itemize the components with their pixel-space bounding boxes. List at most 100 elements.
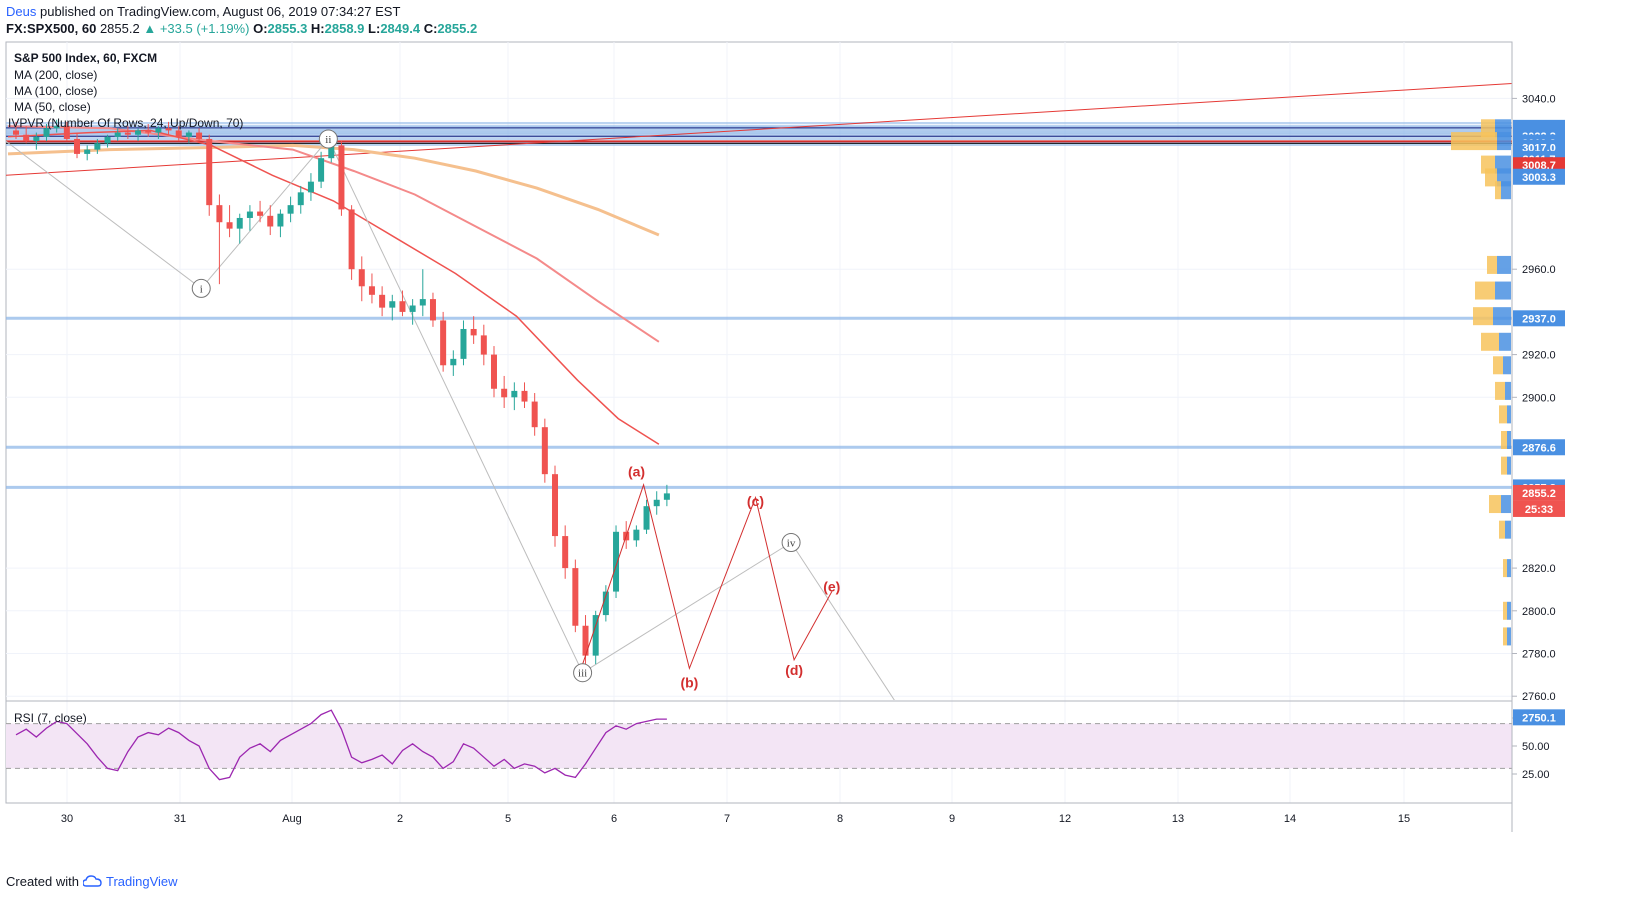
candle-body xyxy=(84,149,91,154)
main-pane: iiiiiiivv(a)(b)(c)(d)(e) xyxy=(6,82,1512,700)
vp-up-bar xyxy=(1507,559,1511,578)
price-tag-bg xyxy=(1513,439,1565,456)
candle-body xyxy=(663,493,670,500)
vp-up-bar xyxy=(1505,520,1511,539)
vp-down-bar xyxy=(1501,456,1507,475)
price-tag-label: 2937.0 xyxy=(1522,313,1556,325)
price-tick-label: 2900.0 xyxy=(1522,392,1556,404)
vp-down-bar xyxy=(1481,332,1499,351)
vp-up-bar xyxy=(1497,132,1511,151)
legend-title: S&P 500 Index, 60, FXCM xyxy=(14,51,157,65)
vp-up-bar xyxy=(1497,255,1511,274)
vp-up-bar xyxy=(1503,356,1511,375)
open-label: O: xyxy=(253,21,268,36)
candle-body xyxy=(196,132,203,139)
price-tags: 3026.23024.23022.33019.33017.03011.73008… xyxy=(1513,119,1565,726)
wave-label-circle xyxy=(318,129,338,149)
vp-down-bar xyxy=(1495,181,1501,200)
candle-body xyxy=(114,132,121,137)
candle-body xyxy=(145,130,152,133)
vp-up-bar xyxy=(1507,405,1511,424)
candle-body xyxy=(643,506,650,530)
candle-body xyxy=(592,615,599,656)
wave-label-circle xyxy=(573,663,593,683)
candle-body xyxy=(318,158,325,182)
ma100-line xyxy=(7,125,660,343)
vp-down-bar xyxy=(1501,431,1507,449)
time-tick-label: 14 xyxy=(1284,813,1296,825)
vp-down-bar xyxy=(1503,627,1507,646)
vp-down-bar xyxy=(1487,255,1497,274)
vp-down-bar xyxy=(1451,132,1497,151)
close-label: C: xyxy=(423,21,438,36)
rsi-band xyxy=(6,723,1512,769)
candle-body xyxy=(440,320,447,366)
ma200-line xyxy=(7,143,660,237)
time-tick-label: 13 xyxy=(1172,813,1184,825)
candle-body xyxy=(297,192,304,206)
candle-body xyxy=(409,305,416,312)
candle-body xyxy=(653,499,660,507)
vp-down-bar xyxy=(1493,356,1503,375)
time-axis[interactable]: 30 31 Aug 2 5 6 7 8 9 12 13 14 15 xyxy=(61,813,1410,825)
low-label: L: xyxy=(368,21,381,36)
time-tick-label: 5 xyxy=(505,813,511,825)
symbol-info: FX:SPX500, 60 2855.2 ▲ +33.5 (+1.19%) O:… xyxy=(6,21,477,36)
candle-body xyxy=(216,205,223,223)
tradingview-logo[interactable]: TradingView xyxy=(106,874,178,889)
price-tag-label: 2750.1 xyxy=(1522,712,1556,724)
wave-label-text: (d) xyxy=(785,662,803,678)
price-tag-bg xyxy=(1513,709,1565,726)
countdown-label: 25:33 xyxy=(1525,504,1553,516)
open-value: 2855.3 xyxy=(267,21,308,36)
created-with-text: Created with xyxy=(6,874,79,889)
high-value: 2858.9 xyxy=(324,21,365,36)
candle-body xyxy=(287,205,294,214)
vp-up-bar xyxy=(1501,181,1511,200)
vp-down-bar xyxy=(1503,601,1507,620)
last-price: 2855.2 xyxy=(99,21,140,36)
legend-vpvr: IVPVR (Number Of Rows, 24, Up/Down, 70) xyxy=(8,116,243,130)
candle-body xyxy=(552,474,559,537)
wave-label-text: ii xyxy=(325,134,331,146)
vp-up-bar xyxy=(1507,601,1511,620)
vp-down-bar xyxy=(1499,405,1507,424)
candle-body xyxy=(307,181,314,193)
candle-body xyxy=(572,568,579,626)
author-link[interactable]: Deus xyxy=(6,4,37,19)
candle-body xyxy=(511,390,518,398)
wave-label-text: (b) xyxy=(680,675,698,691)
candle-body xyxy=(399,301,406,312)
price-tag-label: 2876.6 xyxy=(1522,442,1556,454)
vp-up-bar xyxy=(1499,332,1511,351)
candle-body xyxy=(368,286,375,295)
wave-label-text: (c) xyxy=(747,493,764,509)
vp-down-bar xyxy=(1503,559,1507,578)
price-axis[interactable]: 3040.0 2960.0 2920.0 2900.0 2820.0 2800.0 2780… xyxy=(1512,93,1556,703)
legend-ma100: MA (100, close) xyxy=(14,84,97,98)
price-tag-bg xyxy=(1513,310,1565,327)
wave-label-text: (e) xyxy=(823,579,840,595)
wave-label-text: (a) xyxy=(628,463,645,479)
candle-body xyxy=(419,299,426,306)
wave-label-circle xyxy=(781,532,801,552)
vp-up-bar xyxy=(1507,431,1511,449)
vp-up-bar xyxy=(1507,456,1511,475)
legend-ma50: MA (50, close) xyxy=(14,100,91,114)
time-tick-label: Aug xyxy=(282,813,302,825)
candle-body xyxy=(206,138,213,206)
legend-ma200: MA (200, close) xyxy=(14,68,97,82)
volume-profile xyxy=(1451,119,1511,646)
candle-body xyxy=(429,299,436,321)
candle-body xyxy=(135,130,142,135)
vp-up-bar xyxy=(1505,381,1511,400)
price-tick-label: 2820.0 xyxy=(1522,563,1556,575)
grid xyxy=(6,42,1512,803)
candle-body xyxy=(470,328,477,336)
publish-info: Deus published on TradingView.com, Augus… xyxy=(6,4,400,19)
candle-body xyxy=(460,328,467,359)
elliott-wave-red xyxy=(582,483,833,671)
vp-down-bar xyxy=(1473,307,1493,326)
candle-body xyxy=(277,213,284,227)
